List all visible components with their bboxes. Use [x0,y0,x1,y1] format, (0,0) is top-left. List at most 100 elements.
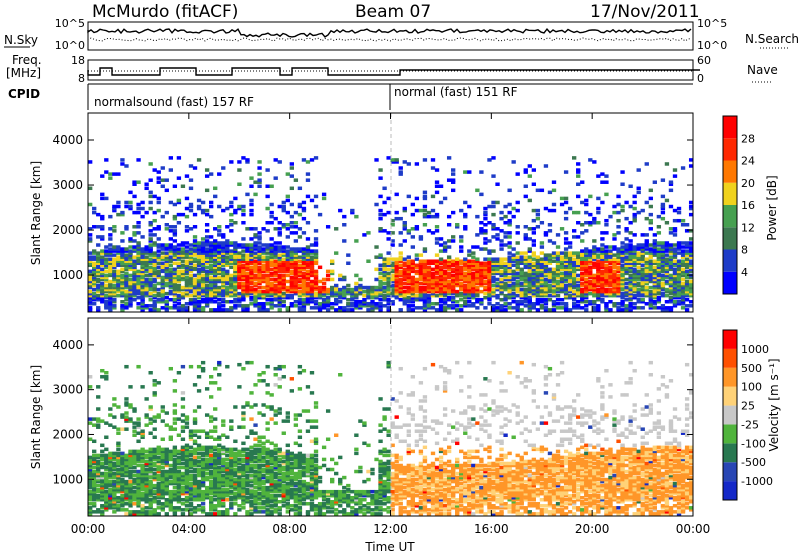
velocity-cell [176,506,182,510]
velocity-cell [136,425,141,429]
power-cell [213,255,218,259]
power-cell [168,281,173,286]
power-cell [104,259,109,263]
power-cell [277,275,282,280]
power-cell [229,285,234,290]
power-cell [688,281,694,286]
power-cell [616,302,621,306]
power-cell [200,257,206,261]
velocity-cell [144,397,149,401]
velocity-cell [144,471,149,476]
power-cell [265,281,270,286]
power-cell [511,287,516,292]
power-cell [463,279,468,284]
power-cell [628,263,633,268]
power-cell [438,265,444,270]
power-cell [269,255,274,259]
power-cell [209,257,214,261]
power-cell [414,289,420,294]
velocity-cell [172,493,178,498]
power-cell [531,243,536,247]
power-cell [471,289,476,294]
power-cell [330,259,335,263]
velocity-cell [100,512,105,516]
power-cell [313,281,319,286]
power-cell [112,275,117,280]
power-cell [100,259,105,263]
power-cell [334,285,339,290]
power-cell [289,186,294,191]
power-cell [192,253,198,257]
velocity-cell [160,502,165,506]
power-cell [382,271,387,276]
power-cell [148,239,153,243]
power-cell [684,261,690,266]
power-cell [668,283,674,288]
power-cell [555,245,561,249]
velocity-cell [168,427,173,431]
power-cell [213,257,218,261]
power-cell [406,289,411,294]
power-cell [455,283,460,288]
power-cell [507,269,512,274]
velocity-cell [100,485,105,490]
velocity-cell [132,489,137,494]
velocity-cell [148,500,153,504]
power-cell [426,261,432,266]
power-cell [217,229,222,233]
power-cell [116,245,121,249]
velocity-cell [184,489,190,494]
power-cell [346,287,351,292]
power-cell [451,267,456,272]
power-cell [463,227,468,231]
power-cell [592,220,597,225]
power-cell [451,259,456,263]
power-cell [636,255,641,259]
power-cell [636,253,641,257]
power-cell [350,304,355,308]
velocity-cell [120,479,125,484]
power-cell [184,249,190,253]
power-cell [100,285,105,290]
power-cell [221,269,226,274]
power-cell [576,235,581,239]
power-cell [656,285,662,290]
power-cell [213,239,218,243]
power-cell [172,277,178,282]
power-cell [152,227,157,231]
power-cell [152,277,157,282]
power-cell [684,279,690,284]
power-cell [608,275,613,280]
velocity-cell [108,457,113,462]
velocity-cell [172,485,178,490]
power-cell [104,251,109,255]
power-cell [196,253,202,257]
velocity-cell [92,510,97,514]
power-cell [688,200,694,205]
power-cell [455,269,460,274]
power-cell [374,293,379,298]
velocity-cell [180,364,186,369]
power-cell [96,279,101,284]
power-cell [362,302,367,306]
power-cell [455,267,460,272]
power-cell [168,237,173,241]
velocity-cell [168,435,173,440]
power-cell [418,285,424,290]
power-cell [442,297,448,302]
power-cell [442,279,448,284]
power-cell [475,233,480,237]
power-cell [648,289,653,294]
velocity-cell [88,457,93,462]
velocity-cell [140,487,145,492]
power-cell [184,263,190,268]
velocity-cell [140,510,145,514]
power-cell [293,178,299,182]
power-cell [414,257,420,261]
power-cell [418,235,424,239]
power-cell [446,275,452,280]
power-cell [354,281,359,286]
power-cell [471,271,476,276]
power-cell [233,279,238,284]
power-cell [446,289,452,294]
